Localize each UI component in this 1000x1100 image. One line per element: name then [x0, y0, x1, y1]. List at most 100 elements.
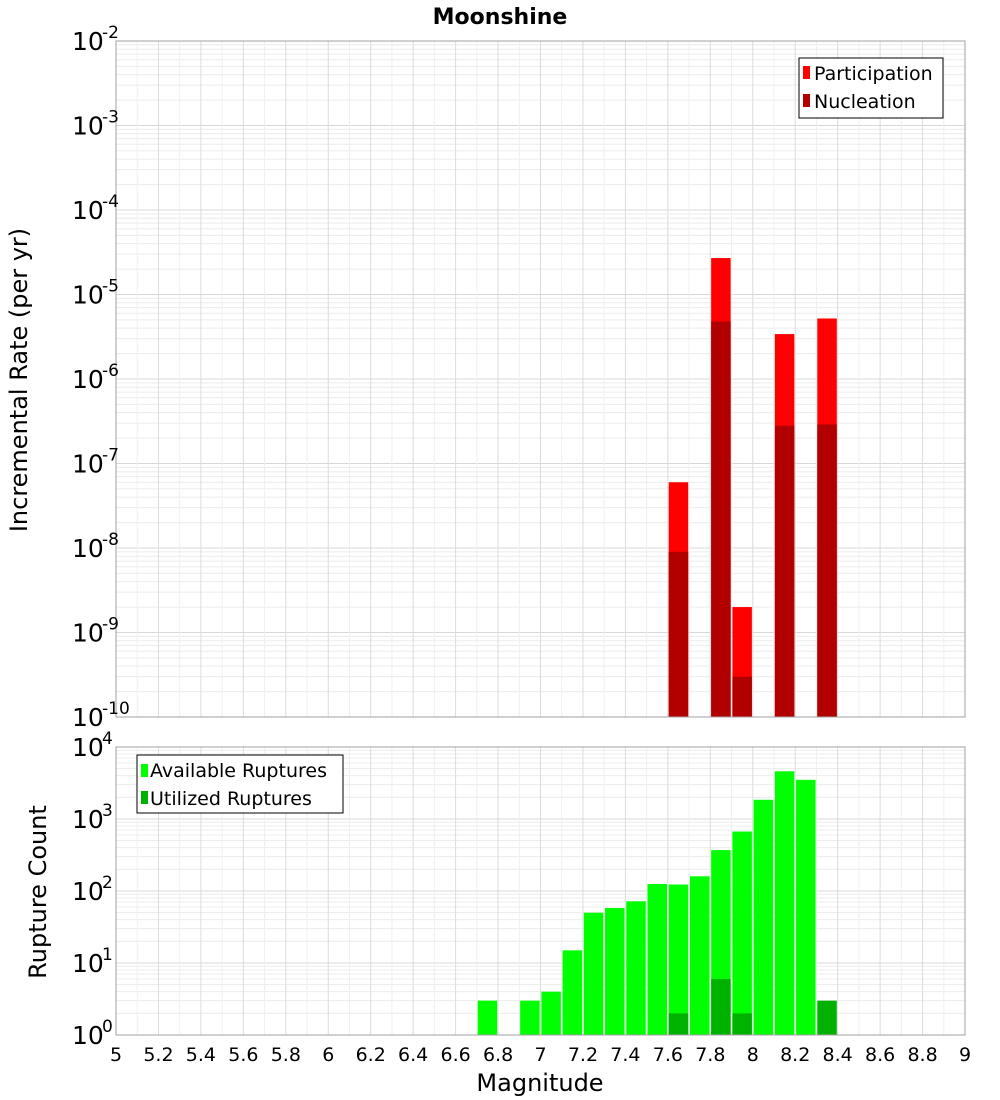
bar-available-ruptures	[647, 884, 667, 1035]
count-plot-frame	[115, 746, 966, 1036]
bar-nucleation	[668, 551, 689, 717]
bar-available-ruptures	[796, 779, 816, 1035]
count-y-tick-label: 104	[72, 729, 113, 762]
bar-available-ruptures	[774, 771, 795, 1035]
y-tick-exponent: -6	[102, 361, 119, 381]
bar-nucleation	[817, 424, 837, 717]
x-tick-label: 5.4	[186, 1044, 216, 1066]
y-tick-base: 10	[72, 112, 104, 141]
count-legend-box	[136, 754, 344, 814]
y-tick-base: 10	[72, 196, 104, 225]
y-tick-exponent: -5	[102, 277, 119, 297]
legend-label-participation: Participation	[814, 63, 933, 85]
legend-swatch-available-ruptures	[141, 764, 148, 777]
y-tick-base: 10	[72, 733, 104, 762]
x-tick-label: 6.4	[398, 1044, 428, 1066]
x-tick-label: 7.4	[610, 1044, 640, 1066]
bar-available-ruptures	[732, 831, 752, 1035]
rate-grid	[115, 41, 966, 718]
x-tick-label: 8.8	[907, 1044, 937, 1066]
bar-available-ruptures	[477, 1000, 498, 1035]
y-tick-base: 10	[72, 805, 104, 834]
legend-swatch-utilized-ruptures	[141, 791, 148, 804]
y-tick-base: 10	[72, 877, 104, 906]
legend-swatch-nucleation	[803, 94, 810, 107]
rate-y-tick-label: 10-9	[72, 615, 119, 648]
x-tick-label: 7.6	[653, 1044, 683, 1066]
x-tick-label: 8.4	[823, 1044, 853, 1066]
rate-y-tick-label: 10-5	[72, 277, 119, 310]
x-tick-label: 5	[110, 1044, 122, 1066]
rate-y-tick-label: 10-7	[72, 446, 119, 479]
y-tick-base: 10	[72, 703, 104, 732]
bar-available-ruptures	[605, 908, 625, 1035]
bar-available-ruptures	[583, 912, 604, 1035]
bar-utilized-ruptures	[817, 1000, 837, 1035]
bar-utilized-ruptures	[668, 1013, 689, 1035]
y-tick-exponent: -4	[102, 192, 119, 212]
count-y-axis-label: Rupture Count	[24, 805, 52, 979]
count-legend: Available Ruptures Utilized Ruptures	[136, 754, 344, 814]
rate-y-tick-label: 10-2	[72, 23, 119, 56]
count-y-tick-label: 103	[72, 801, 113, 834]
count-y-tick-label: 102	[72, 873, 113, 906]
y-tick-exponent: 4	[102, 729, 113, 749]
y-tick-base: 10	[72, 450, 104, 479]
y-tick-base: 10	[72, 281, 104, 310]
count-bars	[477, 771, 837, 1035]
x-tick-label: 6.8	[483, 1044, 513, 1066]
rate-y-tick-label: 10-6	[72, 361, 119, 394]
rate-y-tick-label: 10-10	[72, 699, 130, 732]
bar-nucleation	[732, 676, 752, 717]
x-tick-label: 6	[322, 1044, 334, 1066]
y-tick-base: 10	[72, 27, 104, 56]
bar-available-ruptures	[668, 884, 689, 1035]
x-tick-label: 7.2	[568, 1044, 598, 1066]
y-tick-base: 10	[72, 1021, 104, 1050]
chart-title: Moonshine	[433, 5, 568, 30]
y-tick-base: 10	[72, 619, 104, 648]
rate-y-tick-label: 10-3	[72, 108, 119, 141]
y-tick-exponent: -2	[102, 23, 119, 43]
bar-available-ruptures	[626, 901, 646, 1035]
y-tick-exponent: 2	[102, 873, 113, 893]
x-tick-label: 6.2	[356, 1044, 386, 1066]
y-tick-exponent: -10	[102, 699, 130, 719]
count-y-tick-label: 101	[72, 945, 113, 978]
y-tick-exponent: -9	[102, 615, 119, 635]
x-tick-label: 8.2	[780, 1044, 810, 1066]
rate-y-tick-label: 10-8	[72, 530, 119, 563]
bar-available-ruptures	[753, 799, 774, 1035]
rate-bars	[668, 258, 837, 717]
legend-label-utilized-ruptures: Utilized Ruptures	[150, 788, 312, 810]
y-tick-exponent: 0	[102, 1017, 113, 1037]
y-tick-base: 10	[72, 534, 104, 563]
bar-nucleation	[774, 425, 795, 717]
bar-nucleation	[711, 321, 731, 717]
y-tick-exponent: 3	[102, 801, 113, 821]
x-tick-label: 5.2	[143, 1044, 173, 1066]
x-tick-label: 5.8	[271, 1044, 301, 1066]
count-y-tick-label: 100	[72, 1017, 113, 1050]
legend-swatch-participation	[803, 66, 810, 79]
bar-available-ruptures	[562, 950, 583, 1035]
legend-label-nucleation: Nucleation	[814, 91, 916, 113]
x-tick-label: 8.6	[865, 1044, 895, 1066]
x-tick-label: 6.6	[440, 1044, 470, 1066]
legend-label-available-ruptures: Available Ruptures	[150, 760, 327, 782]
bar-utilized-ruptures	[711, 978, 731, 1035]
rate-y-tick-label: 10-4	[72, 192, 119, 225]
x-tick-label: 9	[959, 1044, 971, 1066]
x-tick-label: 7	[534, 1044, 546, 1066]
x-tick-label: 5.6	[228, 1044, 258, 1066]
bar-utilized-ruptures	[732, 1013, 752, 1035]
x-tick-label: 8	[747, 1044, 759, 1066]
y-tick-exponent: -8	[102, 530, 119, 550]
y-tick-exponent: -3	[102, 108, 119, 128]
rate-y-axis-label: Incremental Rate (per yr)	[5, 228, 33, 532]
x-tick-label: 7.8	[695, 1044, 725, 1066]
